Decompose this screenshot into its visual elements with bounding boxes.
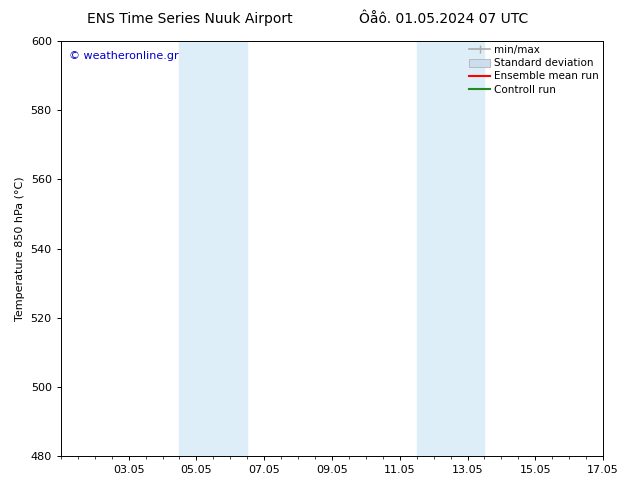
Bar (179, 41, 247, 456)
Legend: min/max, Standard deviation, Ensemble mean run, Controll run: min/max, Standard deviation, Ensemble me… (466, 42, 602, 98)
Text: ENS Time Series Nuuk Airport: ENS Time Series Nuuk Airport (87, 12, 293, 26)
Y-axis label: Temperature 850 hPa (°C): Temperature 850 hPa (°C) (15, 176, 25, 321)
Bar (417, 41, 484, 456)
Text: © weatheronline.gr: © weatheronline.gr (69, 51, 179, 61)
Text: Ôåô. 01.05.2024 07 UTC: Ôåô. 01.05.2024 07 UTC (359, 12, 528, 26)
